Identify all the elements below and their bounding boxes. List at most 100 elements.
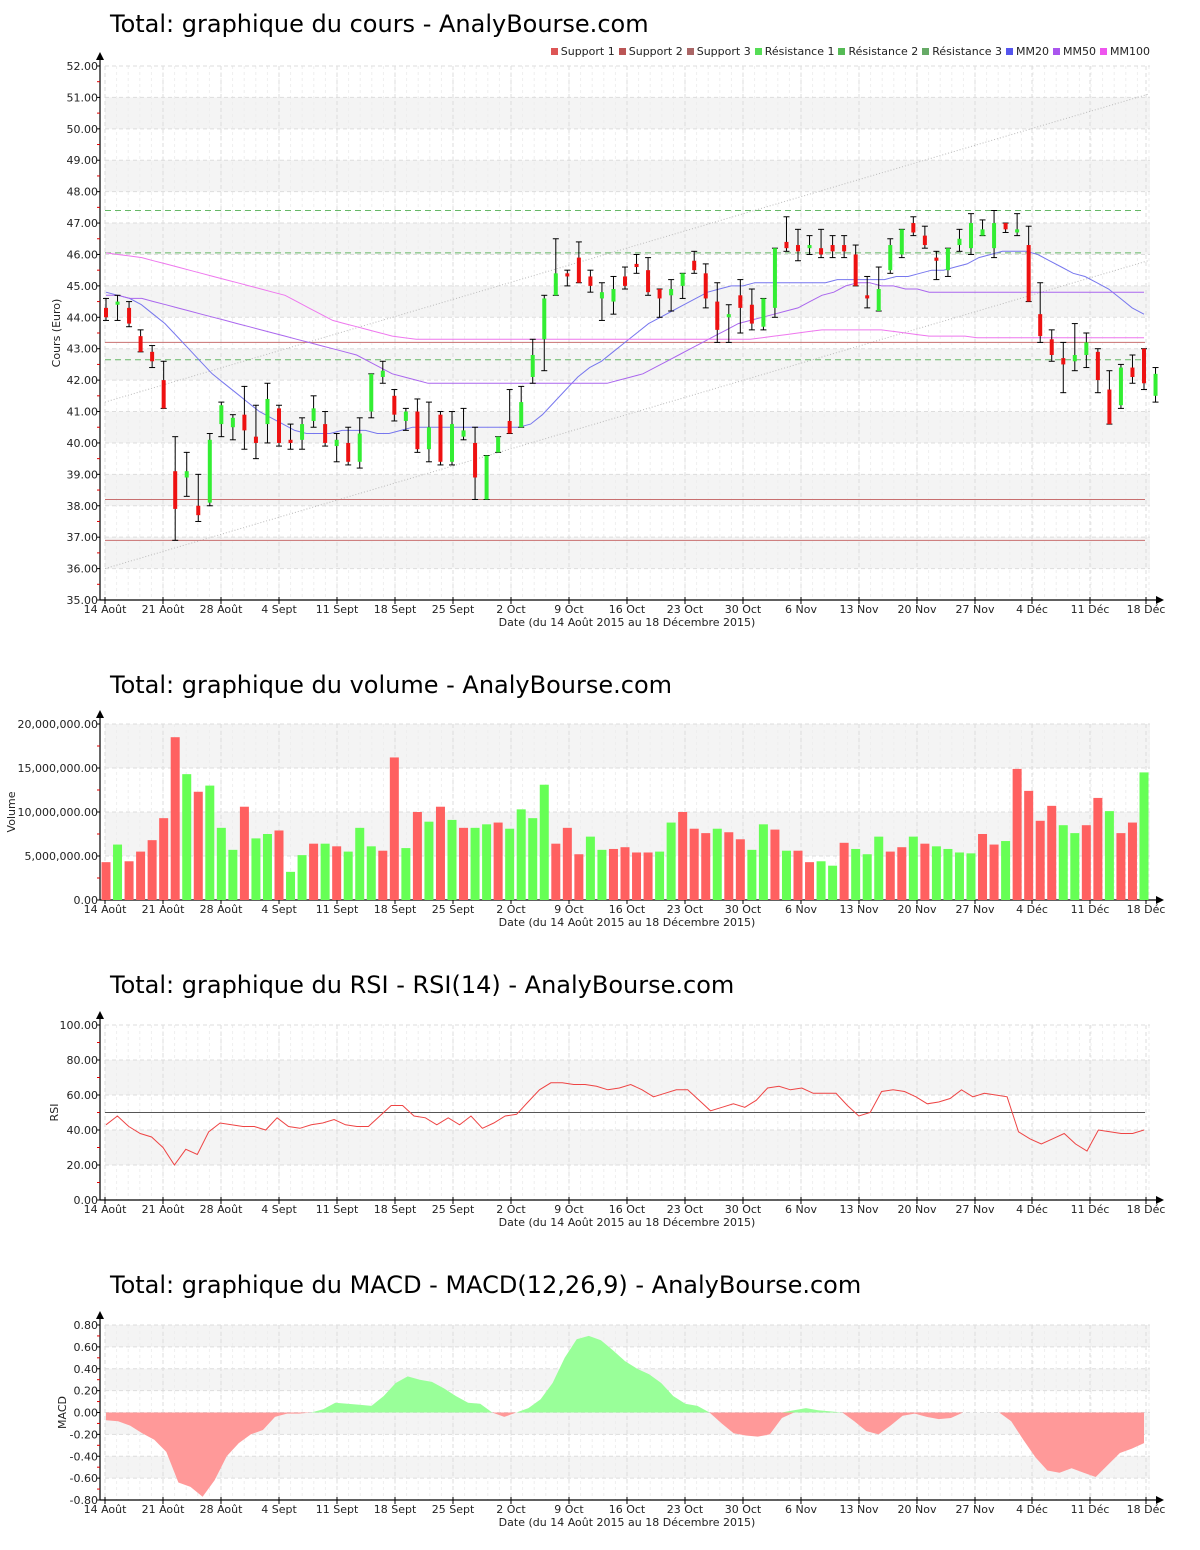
- volume-bar: [816, 861, 826, 900]
- y-tick-label: 48.00: [67, 186, 99, 199]
- volume-bar: [274, 830, 284, 900]
- rsi-plot: 0.00 20.00 40.00 60.00 80.00 100.00 14 Août 21 …: [48, 1011, 1165, 1229]
- volume-bar: [147, 840, 157, 900]
- x-tick-label: 18 Déc: [1127, 1503, 1166, 1516]
- candlestick: [1129, 354, 1136, 384]
- candlestick: [1083, 332, 1090, 369]
- volume-bar: [412, 812, 422, 900]
- x-tick-label: 28 Août: [200, 603, 244, 616]
- y-tick-label: 0.40: [74, 1363, 99, 1376]
- volume-bar: [562, 827, 572, 900]
- volume-bar: [989, 844, 999, 900]
- volume-bar: [505, 828, 515, 900]
- volume-bar: [355, 827, 365, 900]
- ma-line-mm50: [106, 282, 1144, 384]
- legend-item: Support 3: [686, 45, 751, 58]
- candlestick: [702, 263, 709, 309]
- volume-bar: [632, 852, 642, 900]
- x-tick-label: 18 Sept: [374, 1503, 417, 1516]
- candlestick: [633, 253, 640, 274]
- x-tick-label: 13 Nov: [840, 1203, 879, 1216]
- x-tick-label: 6 Nov: [785, 1503, 817, 1516]
- candlestick: [979, 219, 986, 237]
- x-axis-arrow-icon: [1156, 1196, 1164, 1204]
- x-tick-label: 20 Nov: [898, 1503, 937, 1516]
- y-tick-label: 46.00: [67, 248, 99, 261]
- y-tick-label: 36.00: [67, 563, 99, 576]
- volume-bar: [1024, 790, 1034, 900]
- volume-bar: [435, 806, 445, 900]
- volume-bar: [493, 822, 503, 900]
- candlestick: [725, 304, 732, 343]
- candlestick: [449, 411, 455, 466]
- x-tick-label: 16 Oct: [609, 1503, 646, 1516]
- x-tick-label: 4 Sept: [261, 603, 297, 616]
- x-axis-label: Date (du 14 Août 2015 au 18 Décembre 201…: [499, 1516, 756, 1529]
- y-tick-label: 39.00: [67, 468, 99, 481]
- volume-bar: [574, 854, 584, 900]
- volume-bar: [159, 818, 169, 900]
- candlestick: [264, 382, 271, 444]
- volume-bar: [1058, 825, 1068, 900]
- candlestick: [1094, 348, 1101, 394]
- x-tick-label: 30 Oct: [725, 1503, 762, 1516]
- candlestick: [137, 329, 144, 353]
- candlestick: [414, 398, 421, 453]
- volume-bar: [781, 850, 791, 900]
- y-tick-label: 47.00: [67, 217, 99, 230]
- x-tick-label: 14 Août: [84, 603, 128, 616]
- x-tick-label: 16 Oct: [609, 903, 646, 916]
- candlestick: [760, 297, 767, 331]
- volume-bar: [735, 839, 745, 900]
- x-tick-label: 4 Déc: [1016, 1503, 1048, 1516]
- candlestick: [656, 288, 663, 318]
- candlestick: [622, 266, 628, 290]
- y-tick-label: 40.00: [67, 437, 99, 450]
- y-tick-label: 35.00: [67, 594, 99, 607]
- candlestick: [679, 272, 686, 299]
- y-axis-label: MACD: [56, 1396, 69, 1429]
- candlestick: [1106, 370, 1113, 425]
- volume-bar: [747, 849, 757, 900]
- x-tick-label: 23 Oct: [667, 1503, 704, 1516]
- volume-bar: [828, 865, 838, 900]
- x-tick-label: 13 Nov: [840, 903, 879, 916]
- volume-bar: [1093, 797, 1103, 900]
- candlestick: [126, 301, 133, 328]
- candlestick: [402, 407, 409, 431]
- volume-bar: [332, 846, 342, 900]
- y-tick-label: 37.00: [67, 531, 99, 544]
- x-tick-label: 9 Oct: [554, 1503, 584, 1516]
- volume-bar: [216, 827, 226, 900]
- candlestick: [103, 297, 109, 321]
- legend-swatch-icon: [754, 48, 762, 55]
- candlestick: [160, 360, 167, 409]
- volume-bar: [343, 851, 353, 900]
- volume-bar: [1035, 820, 1045, 900]
- y-axis-label: Cours (Euro): [50, 299, 63, 368]
- candlestick: [552, 238, 559, 296]
- candlestick: [541, 294, 548, 372]
- candlestick: [333, 433, 340, 463]
- candlestick: [299, 417, 306, 450]
- x-tick-label: 28 Août: [200, 1203, 244, 1216]
- x-tick-label: 14 Août: [84, 903, 128, 916]
- volume-bar: [482, 824, 492, 900]
- legend-item: Support 1: [550, 45, 615, 58]
- volume-bar: [608, 848, 618, 900]
- y-tick-label: 0.80: [74, 1319, 99, 1332]
- volume-bar: [470, 827, 480, 900]
- price-chart: Total: graphique du cours - AnalyBourse.…: [0, 0, 1200, 640]
- price-plot: 35.00 36.00 37.00 38.00 39.00 40.00 41.00 42.00…: [50, 52, 1165, 629]
- volume-bar: [389, 757, 399, 900]
- x-tick-label: 4 Déc: [1016, 603, 1048, 616]
- volume-bar: [701, 833, 711, 900]
- x-axis-arrow-icon: [1156, 896, 1164, 904]
- volume-bar: [897, 847, 907, 900]
- y-axis-arrow-icon: [96, 1011, 104, 1019]
- volume-bar: [655, 851, 665, 900]
- x-tick-label: 23 Oct: [667, 903, 704, 916]
- candlestick: [495, 436, 502, 453]
- y-axis-arrow-icon: [96, 1311, 104, 1319]
- x-tick-label: 16 Oct: [609, 603, 646, 616]
